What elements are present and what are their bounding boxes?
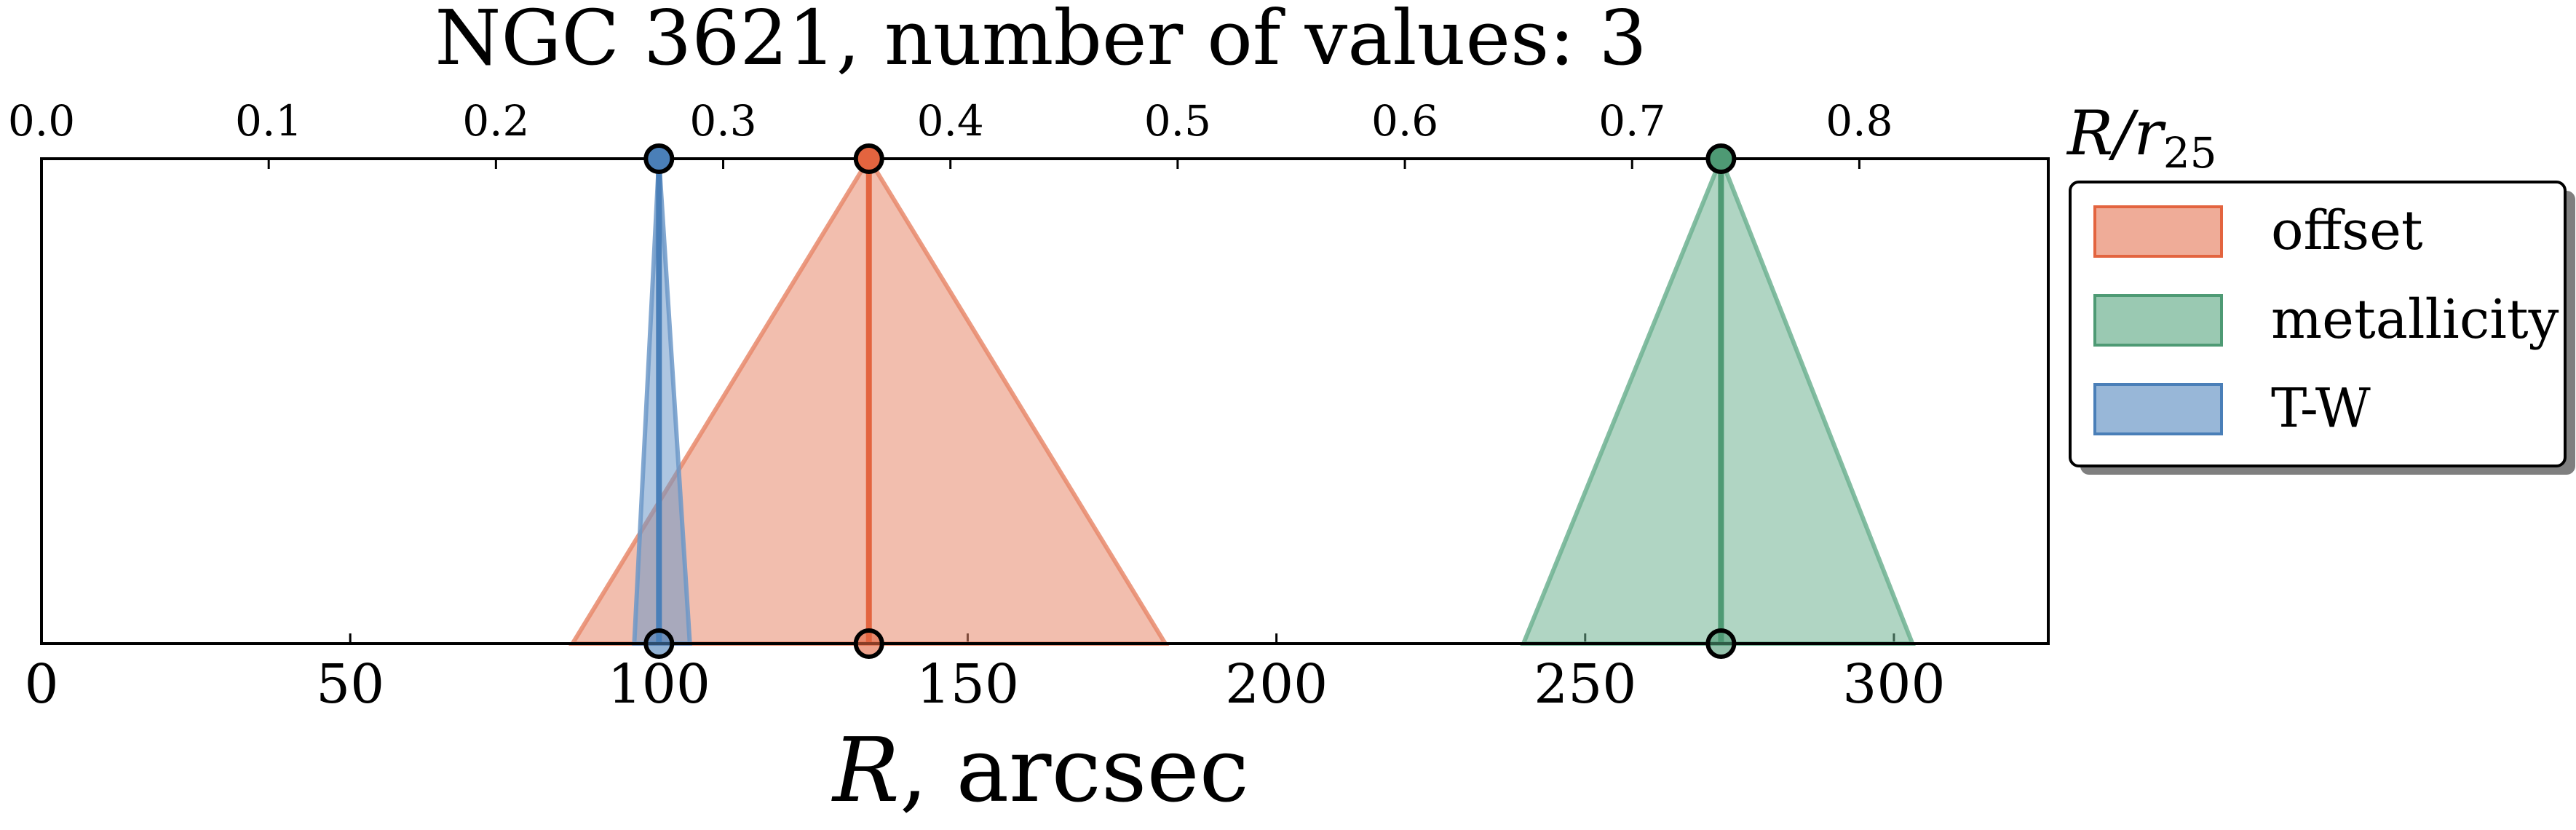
top-tick-label: 0.5 <box>1144 96 1211 146</box>
series-t-w-range <box>632 158 692 646</box>
top-axis-ticks: 0.0 0.1 0.2 0.3 0.4 0.5 0.6 0.7 0.8 <box>8 96 1893 169</box>
series-metallicity-top-point <box>1705 143 1737 174</box>
top-tick-label: 0.2 <box>462 96 529 146</box>
chart-title: NGC 3621, number of values: 3 <box>435 0 1646 82</box>
legend-label-metallicity: metallicity <box>2271 288 2559 351</box>
bottom-axis-ticks: 0 50 100 150 200 250 300 <box>24 633 1946 716</box>
top-tick-label: 0.8 <box>1826 96 1893 146</box>
top-tick-label: 0.3 <box>689 96 756 146</box>
legend-label-offset: offset <box>2271 199 2423 262</box>
series-t-w-bottom-point <box>643 628 675 659</box>
series-layer <box>568 152 1916 646</box>
top-tick-label: 0.1 <box>235 96 302 146</box>
series-metallicity-bottom-point <box>1705 628 1737 659</box>
bottom-tick-label: 100 <box>608 653 710 716</box>
series-offset-top-point <box>853 143 884 174</box>
plot-frame <box>40 157 2050 645</box>
top-axis-label-subscript: 25 <box>2163 128 2217 178</box>
legend-swatch-offset <box>2093 205 2223 258</box>
bottom-tick-label: 300 <box>1842 653 1945 716</box>
bottom-tick-label: 50 <box>316 653 384 716</box>
legend: offset metallicity T-W <box>2069 181 2575 475</box>
top-tick-label: 0.4 <box>917 96 984 146</box>
bottom-tick-label: 150 <box>916 653 1019 716</box>
top-tick-label: 0.6 <box>1371 96 1438 146</box>
top-tick-label: 0.0 <box>8 96 75 146</box>
legend-swatch-t-w <box>2093 383 2223 435</box>
series-offset-bottom-point <box>853 628 884 659</box>
top-tick-label: 0.7 <box>1598 96 1665 146</box>
bottom-tick-label: 250 <box>1534 653 1636 716</box>
legend-swatch-metallicity <box>2093 294 2223 347</box>
bottom-tick-label: 200 <box>1225 653 1328 716</box>
markers-layer <box>643 143 1737 659</box>
top-axis-label: R/r25 <box>2066 98 2217 178</box>
series-metallicity-range <box>1520 152 1916 646</box>
bottom-tick-label: 0 <box>24 653 58 716</box>
x-axis-label: R, arcsec <box>831 719 1249 822</box>
legend-label-t-w: T-W <box>2271 377 2371 440</box>
legend-entries: offset metallicity T-W <box>2093 199 2559 440</box>
series-t-w-top-point <box>643 143 675 174</box>
